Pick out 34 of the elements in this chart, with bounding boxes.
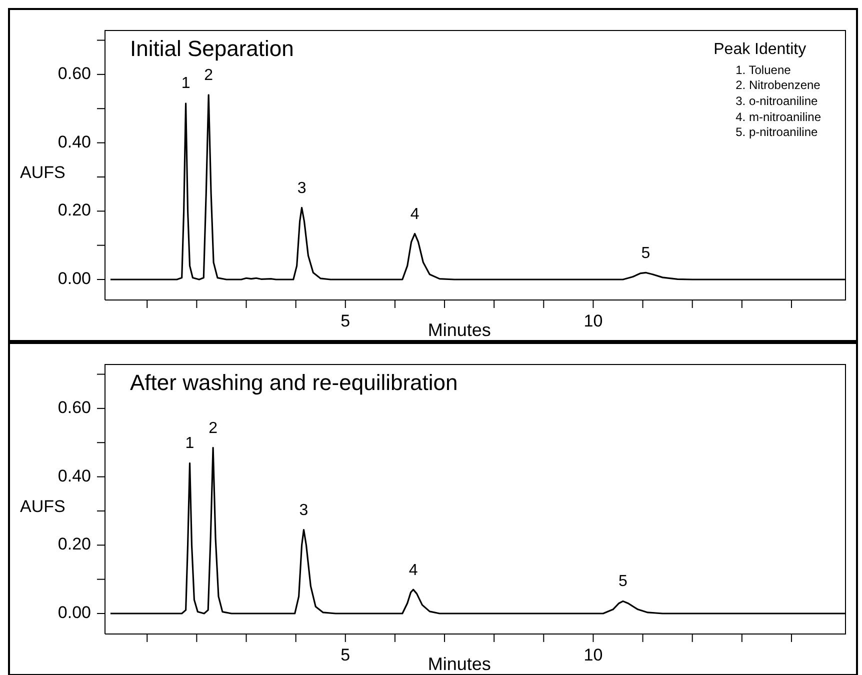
- annotation: 1: [181, 75, 190, 94]
- y-axis-title: AUFS: [20, 162, 66, 183]
- annotation: 5: [618, 573, 628, 592]
- line-series: [110, 94, 846, 280]
- y-tick-label: 0.40: [58, 132, 91, 152]
- line-series: [110, 446, 846, 614]
- annotation: 3: [299, 502, 308, 520]
- annotation: 1. Toluene: [736, 62, 792, 78]
- annotation: 4: [408, 562, 418, 580]
- x-axis-title: Minutes: [428, 320, 491, 341]
- annotation: 3. o-nitroaniline: [736, 94, 819, 110]
- annotation: Peak Identity: [714, 40, 808, 60]
- annotation: 2: [204, 66, 214, 85]
- annotation: 4: [410, 206, 420, 224]
- chart-title: Initial Separation: [130, 36, 294, 62]
- x-axis-title: Minutes: [428, 654, 491, 675]
- y-tick-label: 0.20: [58, 200, 91, 220]
- annotation: 1: [185, 435, 194, 454]
- x-tick-label: 10: [584, 311, 603, 330]
- annotation: 5: [641, 244, 650, 263]
- y-tick-label: 0.40: [58, 466, 91, 486]
- annotation: 2. Nitrobenzene: [736, 78, 821, 94]
- annotation: 5. p-nitroaniline: [736, 125, 819, 141]
- x-tick-label: 10: [584, 645, 603, 664]
- y-axis-title: AUFS: [20, 496, 66, 517]
- annotation: 4. m-nitroaniline: [736, 110, 821, 126]
- chart-title: After washing and re-equilibration: [130, 370, 458, 396]
- annotation: 2: [208, 420, 218, 438]
- y-tick-label: 0.00: [58, 268, 91, 288]
- y-tick-label: 0.60: [58, 64, 91, 83]
- y-tick-label: 0.60: [58, 398, 91, 417]
- y-tick-label: 0.00: [58, 602, 91, 622]
- annotation: 3: [297, 180, 306, 198]
- y-tick-label: 0.20: [58, 534, 91, 554]
